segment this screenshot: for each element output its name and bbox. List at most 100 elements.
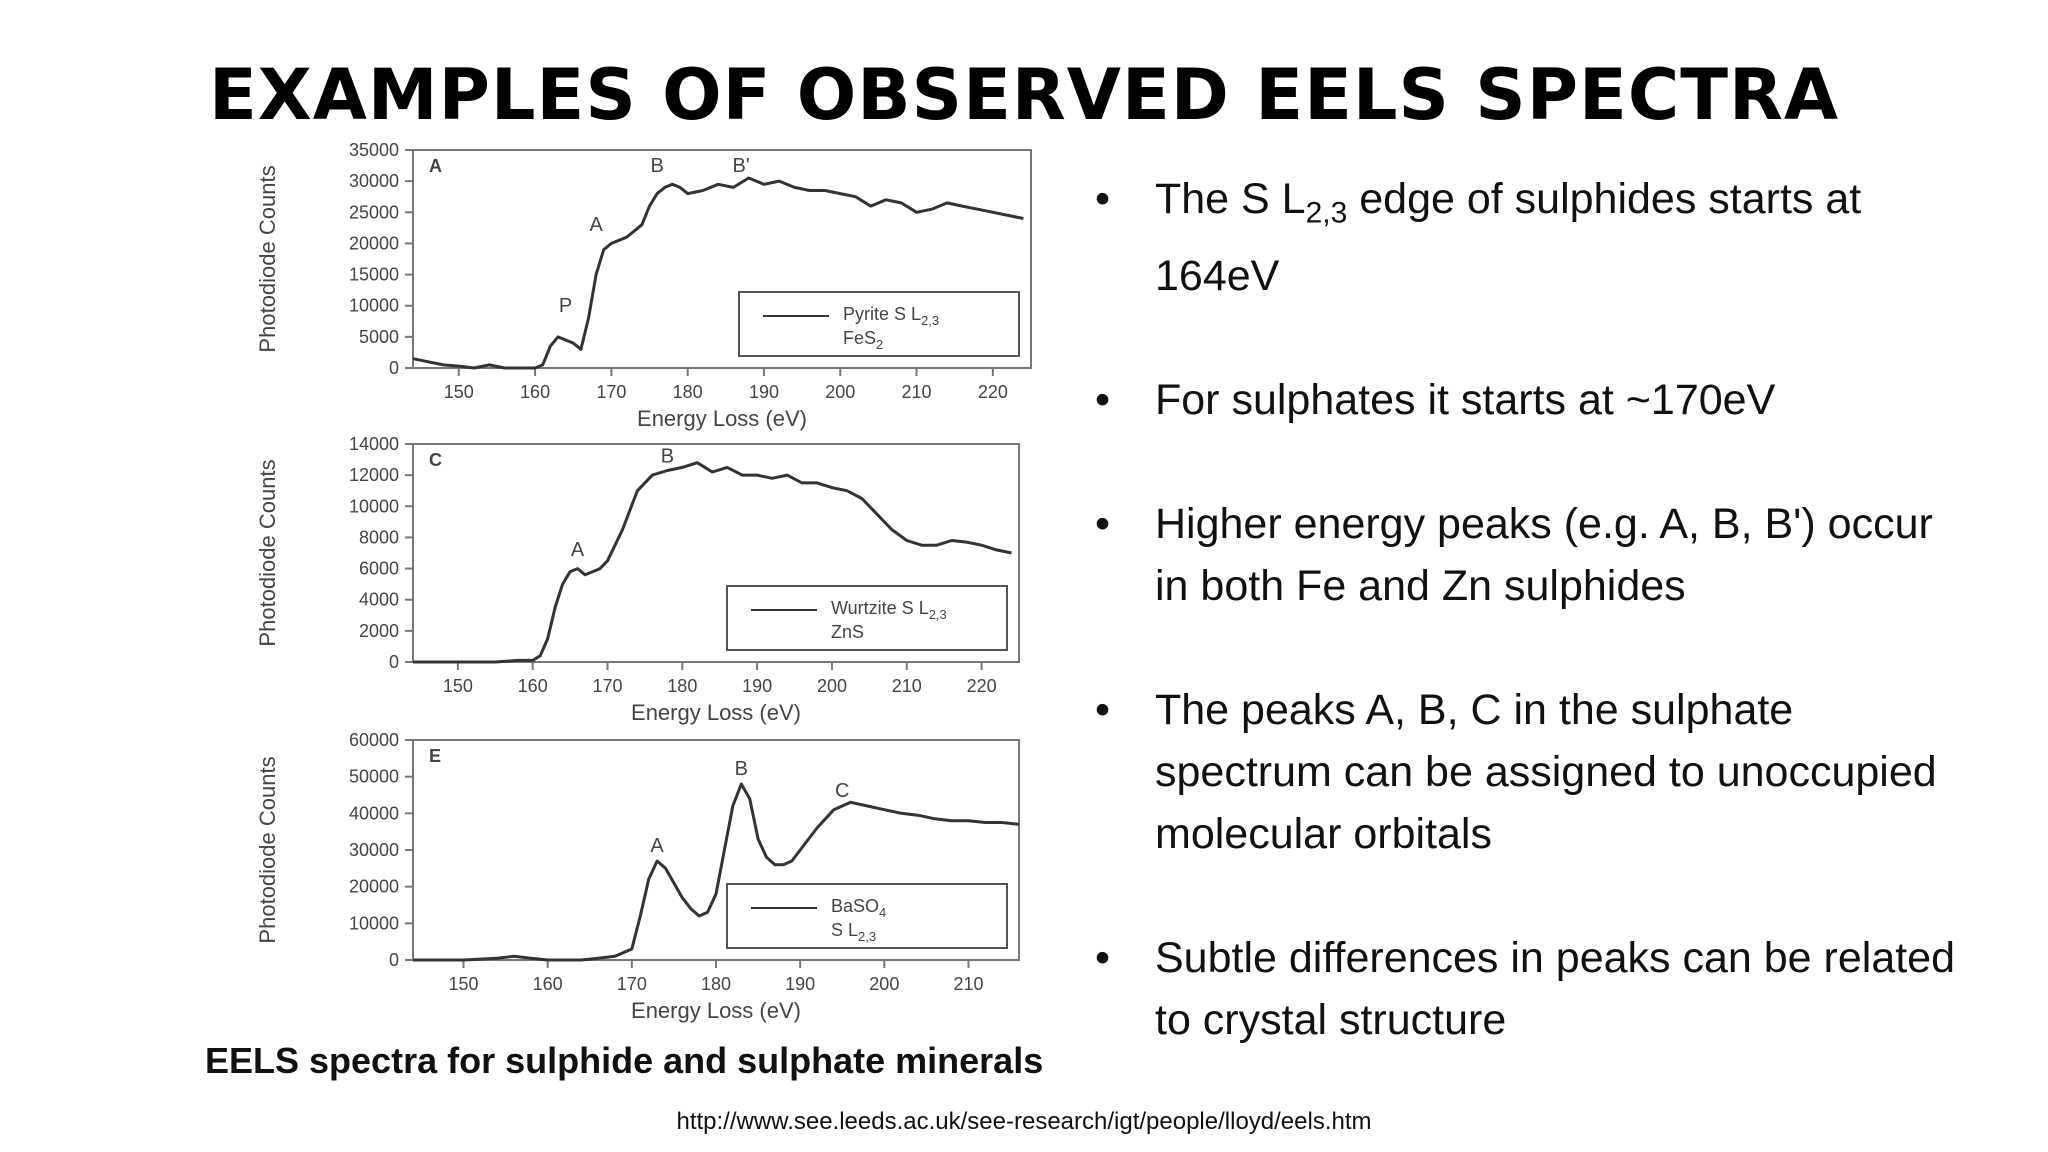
chart-a-y-tick-label: 5000 [359, 327, 399, 347]
chart-c-panel-letter: C [429, 450, 442, 470]
chart-c-x-tick-label: 160 [518, 676, 548, 696]
chart-e-y-tick-label: 40000 [349, 803, 399, 823]
chart-e-x-tick-label: 190 [785, 974, 815, 994]
chart-c-y-tick-label: 14000 [349, 434, 399, 454]
chart-c-x-tick-label: 150 [443, 676, 473, 696]
chart-e-y-tick-label: 50000 [349, 767, 399, 787]
chart-a-plot-frame [412, 149, 1032, 369]
chart-e-y-tick-label: 0 [389, 950, 399, 970]
chart-a-x-tick-label: 220 [978, 382, 1008, 402]
chart-e-legend-label: BaSO4 [831, 896, 886, 920]
chart-c-x-tick-label: 190 [742, 676, 772, 696]
chart-e-y-tick-label: 10000 [349, 913, 399, 933]
chart-a-legend-label: FeS2 [843, 328, 883, 352]
chart-panel-c: 0 2000 4000 6000 8000 10000 12000 14000 150 160 17… [205, 434, 1040, 729]
chart-e-x-axis-title: Energy Loss (eV) [631, 998, 801, 1023]
bullet-item: The S L2,3 edge of sulphides starts at 1… [1095, 168, 2035, 307]
chart-c-x-tick-label: 210 [892, 676, 922, 696]
chart-c-x-tick-label: 170 [592, 676, 622, 696]
chart-a-series-line [412, 176, 1024, 370]
chart-c-legend-box [726, 585, 1008, 651]
chart-e-legend-label: S L2,3 [831, 920, 876, 944]
chart-c-x-tick-label: 200 [817, 676, 847, 696]
chart-c-y-tick-label: 10000 [349, 496, 399, 516]
chart-e-x-tick-label: 150 [448, 974, 478, 994]
chart-a-y-tick-label: 10000 [349, 296, 399, 316]
chart-a-x-tick-label: 150 [444, 382, 474, 402]
chart-c-y-tick-label: 6000 [359, 559, 399, 579]
chart-c-y-tick-label: 8000 [359, 527, 399, 547]
chart-c-legend-label: Wurtzite S L2,3 [831, 598, 947, 622]
bullet-text: Subtle differences in peaks can be relat… [1155, 933, 1956, 982]
chart-c-y-tick-label: 0 [389, 652, 399, 672]
chart-e-peak-label: A [650, 835, 664, 857]
chart-e-svg: 0 10000 20000 30000 40000 50000 60000 150 160 170… [255, 730, 1020, 1023]
bullet-text: to crystal structure [1155, 995, 1507, 1044]
figure-caption: EELS spectra for sulphide and sulphate m… [205, 1040, 1044, 1081]
chart-c-svg: 0 2000 4000 6000 8000 10000 12000 14000 150 160 17… [255, 434, 1020, 725]
chart-c-x-tick-label: 220 [967, 676, 997, 696]
chart-a-x-axis-title: Energy Loss (eV) [637, 406, 807, 431]
chart-c-peak-label: A [571, 539, 585, 561]
chart-e-y-tick-label: 30000 [349, 840, 399, 860]
chart-a-y-tick-label: 15000 [349, 265, 399, 285]
chart-a-panel-letter: A [429, 156, 442, 176]
chart-a-peak-label: B [650, 155, 663, 177]
bullet-item: Subtle differences in peaks can be relat… [1095, 927, 2035, 1051]
bullet-item: Higher energy peaks (e.g. A, B, B') occu… [1095, 493, 2035, 617]
chart-c-series-line [413, 461, 1012, 664]
chart-c-y-tick-label: 2000 [359, 621, 399, 641]
bullet-text: For sulphates it starts at ~170eV [1155, 375, 1776, 424]
chart-e-y-tick-label: 20000 [349, 877, 399, 897]
chart-e-y-tick-label: 60000 [349, 730, 399, 750]
bullet-text: The S L [1155, 175, 1306, 223]
chart-a-peak-label: P [559, 295, 572, 317]
chart-e-y-axis-title: Photodiode Counts [255, 756, 280, 943]
chart-a-x-tick-label: 170 [596, 382, 626, 402]
chart-c-legend-label: ZnS [831, 622, 864, 642]
chart-a-svg: 0 5000 10000 15000 20000 25000 30000 35000 150 16… [255, 140, 1032, 431]
chart-a-y-tick-label: 35000 [349, 140, 399, 160]
bullet-text: The peaks A, B, C in the sulphate [1155, 685, 1794, 734]
chart-a-y-tick-label: 0 [389, 358, 399, 378]
chart-e-legend-box [726, 883, 1008, 949]
chart-panel-e: 0 10000 20000 30000 40000 50000 60000 150 160 170… [205, 730, 1040, 1030]
chart-e-x-tick-label: 160 [533, 974, 563, 994]
chart-a-y-tick-label: 20000 [349, 233, 399, 253]
bullet-item: For sulphates it starts at ~170eV [1095, 369, 2035, 431]
bullet-text: 164eV [1155, 251, 1280, 300]
chart-c-x-tick-label: 180 [667, 676, 697, 696]
bullet-subscript: 2,3 [1305, 196, 1348, 230]
source-url: http://www.see.leeds.ac.uk/see-research/… [676, 1108, 1372, 1135]
chart-c-y-axis-title: Photodiode Counts [255, 459, 280, 646]
chart-a-legend-label: Pyrite S L2,3 [843, 304, 939, 328]
bullet-text: Higher energy peaks (e.g. A, B, B') occu… [1155, 499, 1933, 548]
chart-a-x-tick-label: 190 [749, 382, 779, 402]
bullet-text: molecular orbitals [1155, 809, 1492, 858]
chart-a-x-tick-label: 210 [902, 382, 932, 402]
chart-a-legend-box [738, 291, 1020, 357]
chart-e-x-tick-label: 180 [701, 974, 731, 994]
bullet-item: The peaks A, B, C in the sulphate spectr… [1095, 679, 2035, 865]
bullet-list: The S L2,3 edge of sulphides starts at 1… [1095, 168, 2035, 1051]
chart-c-plot-frame [412, 443, 1020, 663]
chart-e-series-line [413, 782, 1020, 962]
chart-c-peak-label: B [661, 446, 674, 468]
chart-e-x-tick-label: 210 [953, 974, 983, 994]
chart-e-peak-label: B [735, 758, 748, 780]
chart-a-y-axis-title: Photodiode Counts [255, 165, 280, 352]
chart-a-x-tick-label: 180 [673, 382, 703, 402]
slide-title: EXAMPLES OF OBSERVED EELS SPECTRA [208, 54, 1840, 136]
chart-a-x-tick-label: 160 [520, 382, 550, 402]
chart-panel-a: 0 5000 10000 15000 20000 25000 30000 35000 150 16… [205, 138, 1040, 433]
chart-e-panel-letter: E [429, 746, 441, 766]
chart-a-y-tick-label: 30000 [349, 171, 399, 191]
chart-a-peak-label: A [589, 214, 603, 236]
chart-c-x-axis-title: Energy Loss (eV) [631, 700, 801, 725]
chart-a-x-tick-label: 200 [825, 382, 855, 402]
chart-c-y-tick-label: 12000 [349, 465, 399, 485]
chart-a-y-tick-label: 25000 [349, 202, 399, 222]
chart-e-peak-label: C [835, 780, 849, 802]
bullet-text: in both Fe and Zn sulphides [1155, 561, 1686, 610]
chart-c-y-tick-label: 4000 [359, 590, 399, 610]
